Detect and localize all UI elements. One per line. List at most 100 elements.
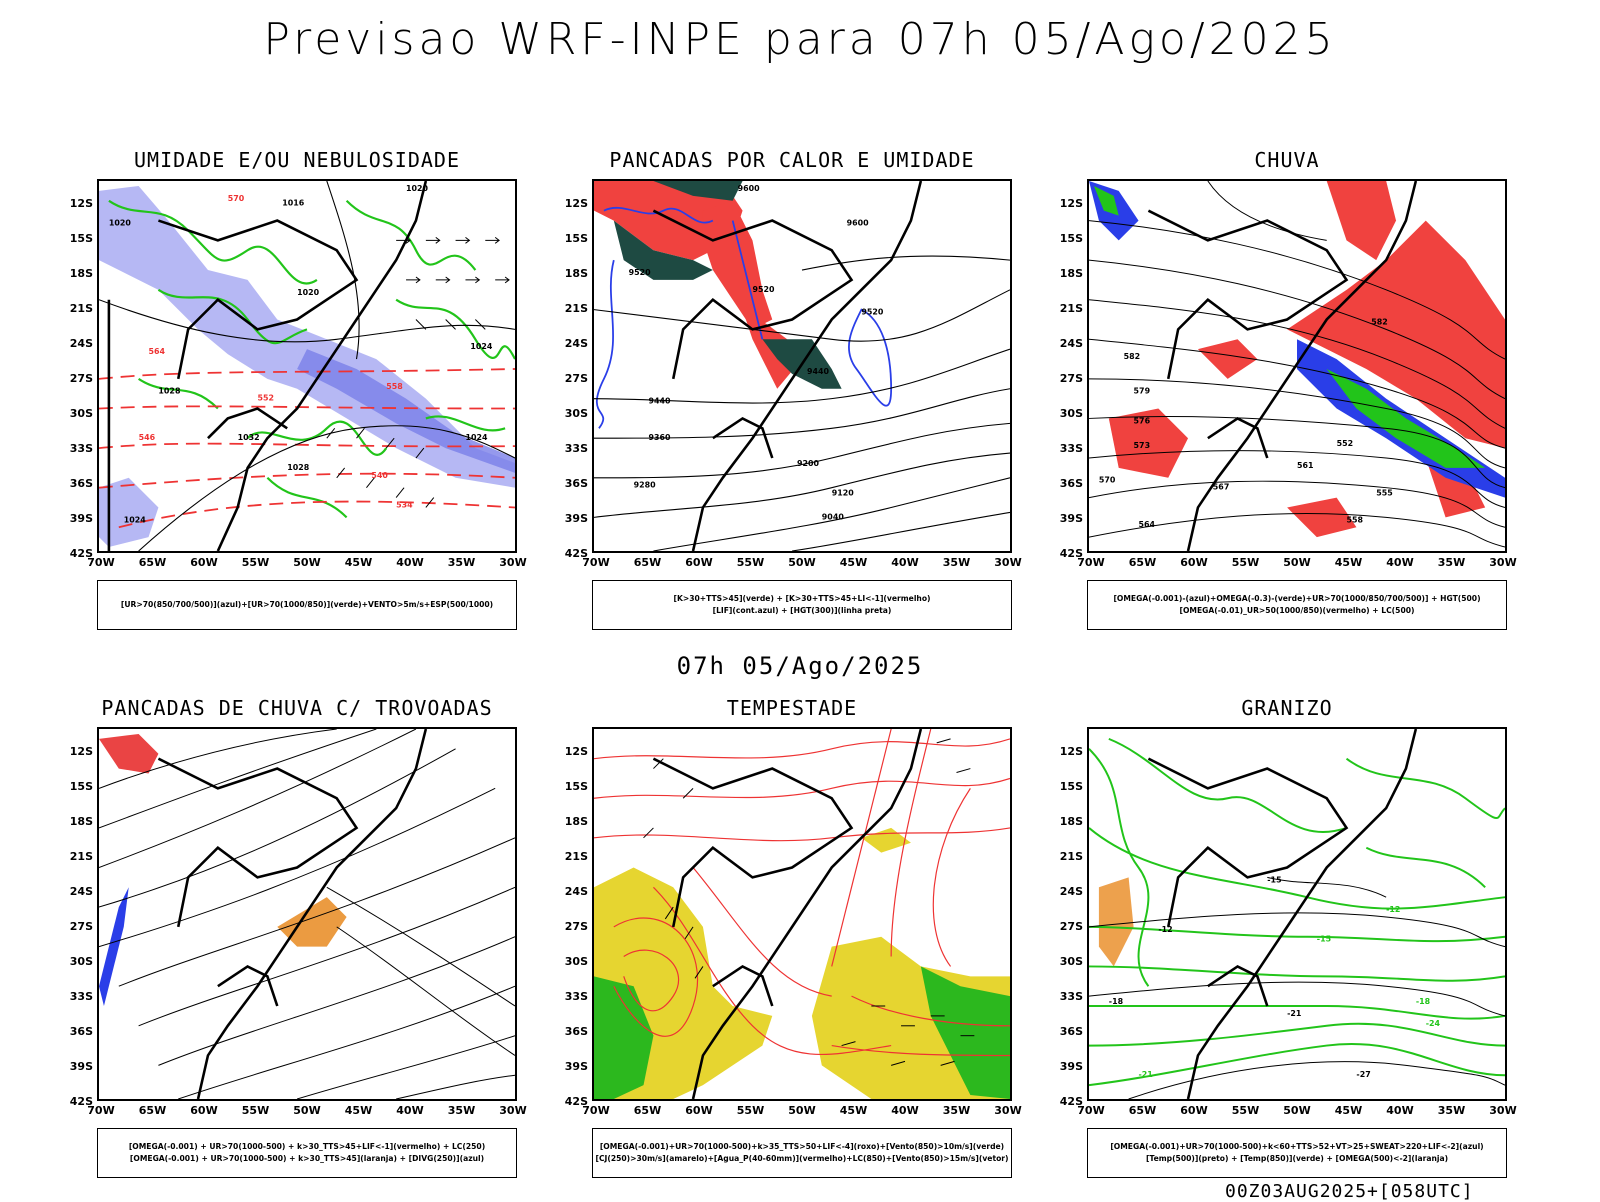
lat-tick-label: 15S <box>1059 780 1083 793</box>
lat-tick-label: 24S <box>1059 337 1083 350</box>
svg-text:552: 552 <box>257 394 274 403</box>
svg-text:564: 564 <box>1139 520 1156 529</box>
lat-tick-label: 27S <box>564 920 588 933</box>
lon-tick-label: 40W <box>1386 556 1414 569</box>
lon-tick-label: 30W <box>499 1104 527 1117</box>
lon-tick-label: 45W <box>1334 556 1363 569</box>
blue-divergence-area <box>99 887 129 1007</box>
lat-tick-label: 30S <box>564 955 588 968</box>
lat-tick-label: 39S <box>69 512 93 525</box>
map-umidade: 1020 1016 1020 1020 1024 1028 1032 1028 … <box>97 179 517 553</box>
panel-chuva: CHUVA <box>1047 148 1527 638</box>
red-thunder-area <box>99 733 159 774</box>
red-rain-area <box>1108 408 1189 478</box>
svg-text:9360: 9360 <box>648 433 671 442</box>
lon-tick-label: 65W <box>1128 1104 1157 1117</box>
lon-tick-label: 30W <box>1489 1104 1517 1117</box>
lat-tick-label: 39S <box>1059 1060 1083 1073</box>
lat-tick-label: 27S <box>69 920 93 933</box>
lat-tick-label: 33S <box>69 442 93 455</box>
lat-tick-label: 27S <box>1059 920 1083 933</box>
lat-tick-label: 42S <box>1059 547 1083 560</box>
lat-tick-label: 21S <box>1059 850 1083 863</box>
border <box>652 209 854 380</box>
lat-tick-label: 15S <box>69 232 93 245</box>
panel-pancadas-calor: PANCADAS POR CALOR E UMIDADE <box>552 148 1032 638</box>
green-rain-area <box>1326 368 1486 468</box>
svg-text:-15: -15 <box>1317 935 1331 944</box>
lat-tick-label: 30S <box>69 955 93 968</box>
lon-tick-label: 70W <box>1077 1104 1105 1117</box>
coastline <box>216 181 428 551</box>
lon-tick-label: 40W <box>1386 1104 1414 1117</box>
lat-tick-label: 12S <box>69 197 93 210</box>
lon-tick-label: 65W <box>1128 556 1157 569</box>
lat-tick-label: 42S <box>69 1095 93 1108</box>
lat-tick-label: 42S <box>1059 1095 1083 1108</box>
red-instability-area <box>702 200 773 330</box>
valid-time-label: 07h 05/Ago/2025 <box>676 652 924 680</box>
svg-text:9280: 9280 <box>634 481 657 490</box>
lon-tick-label: 60W <box>190 1104 218 1117</box>
lat-tick-label: 42S <box>69 547 93 560</box>
svg-text:1024: 1024 <box>470 342 493 351</box>
lat-tick-label: 33S <box>69 990 93 1003</box>
lat-tick-label: 36S <box>69 477 93 490</box>
svg-text:564: 564 <box>149 347 166 356</box>
coastline <box>691 181 923 551</box>
border <box>1207 416 1269 459</box>
lon-tick-label: 65W <box>633 556 662 569</box>
svg-text:582: 582 <box>1124 352 1141 361</box>
page-title: Previsao WRF-INPE para 07h 05/Ago/2025 <box>263 14 1337 65</box>
wind-vectors <box>326 236 510 508</box>
lon-tick-label: 65W <box>138 556 167 569</box>
border <box>207 407 288 440</box>
lat-tick-label: 18S <box>69 267 93 280</box>
hgt-contours <box>1089 181 1505 548</box>
lat-tick-label: 27S <box>564 372 588 385</box>
lat-tick-label: 42S <box>564 547 588 560</box>
svg-text:-12: -12 <box>1158 925 1172 934</box>
lon-tick-label: 50W <box>1283 1104 1311 1117</box>
lat-tick-label: 33S <box>1059 990 1083 1003</box>
panel-title: CHUVA <box>1254 148 1320 172</box>
lon-tick-label: 50W <box>293 1104 321 1117</box>
map-chuva: 582 582 579 576 573 570 567 564 561 558 … <box>1087 179 1507 553</box>
lat-tick-label: 42S <box>564 1095 588 1108</box>
lon-tick-label: 50W <box>1283 556 1311 569</box>
lat-tick-label: 24S <box>69 337 93 350</box>
lat-tick-label: 33S <box>1059 442 1083 455</box>
lon-tick-label: 40W <box>891 556 919 569</box>
svg-text:579: 579 <box>1134 387 1151 396</box>
lon-tick-label: 70W <box>87 1104 115 1117</box>
lon-tick-label: 55W <box>736 1104 765 1117</box>
svg-text:9520: 9520 <box>629 268 652 277</box>
svg-text:9520: 9520 <box>752 285 775 294</box>
lat-tick-label: 24S <box>564 885 588 898</box>
lon-tick-label: 45W <box>344 556 373 569</box>
panel-trovoadas: PANCADAS DE CHUVA C/ TROVOADAS <box>57 696 537 1186</box>
lat-tick-label: 27S <box>69 372 93 385</box>
darkgreen-area <box>653 181 743 201</box>
lat-tick-label: 33S <box>564 442 588 455</box>
svg-text:9200: 9200 <box>797 459 820 468</box>
lat-tick-label: 36S <box>1059 477 1083 490</box>
lat-tick-label: 27S <box>1059 372 1083 385</box>
svg-text:-18: -18 <box>1416 997 1431 1006</box>
border <box>1147 209 1349 380</box>
svg-text:-21: -21 <box>1139 1070 1153 1079</box>
lat-tick-label: 21S <box>69 302 93 315</box>
lon-tick-label: 55W <box>241 556 270 569</box>
svg-text:-27: -27 <box>1356 1070 1370 1079</box>
border <box>1207 964 1269 1007</box>
svg-text:-24: -24 <box>1426 1019 1441 1028</box>
lon-tick-label: 60W <box>685 1104 713 1117</box>
svg-text:582: 582 <box>1371 317 1388 326</box>
lat-tick-label: 12S <box>1059 745 1083 758</box>
lon-tick-label: 40W <box>891 1104 919 1117</box>
border <box>652 757 854 928</box>
lat-tick-label: 30S <box>564 407 588 420</box>
green-wind-area <box>594 976 654 1099</box>
svg-text:1032: 1032 <box>238 433 260 442</box>
lon-tick-label: 60W <box>1180 556 1208 569</box>
